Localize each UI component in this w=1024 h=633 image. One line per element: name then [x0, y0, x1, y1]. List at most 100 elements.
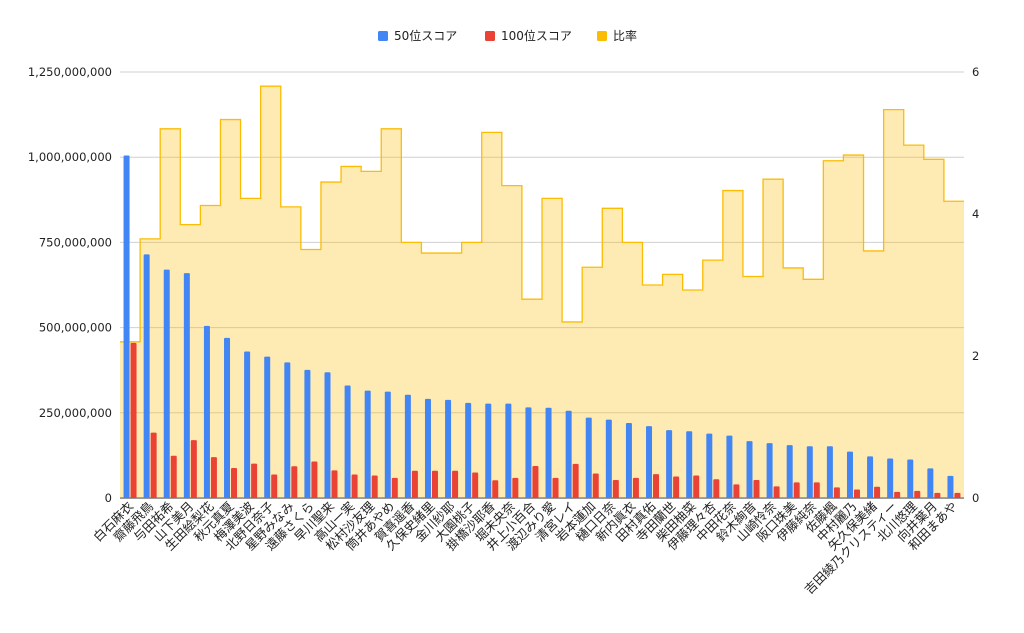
legend-swatch	[597, 31, 607, 41]
bars	[123, 155, 961, 498]
y-tick-label: 500,000,000	[39, 321, 112, 335]
bar-100-score	[693, 475, 700, 498]
bar-50-score	[224, 337, 231, 498]
legend: 50位スコア 100位スコア 比率	[378, 28, 637, 43]
bar-100-score	[954, 492, 961, 498]
bar-50-score	[424, 398, 431, 498]
legend-label: 50位スコア	[394, 28, 457, 43]
bar-50-score	[706, 433, 713, 498]
bar-50-score	[826, 446, 833, 498]
bar-50-score	[465, 402, 472, 498]
bar-100-score	[452, 470, 459, 498]
bar-50-score	[244, 351, 251, 498]
bar-100-score	[914, 490, 921, 498]
bar-50-score	[264, 356, 271, 498]
bar-50-score	[545, 407, 552, 498]
bar-50-score	[806, 446, 813, 498]
y-tick-label: 0	[105, 491, 112, 505]
bar-100-score	[271, 474, 278, 498]
bar-100-score	[291, 466, 298, 498]
bar-50-score	[163, 269, 170, 498]
bar-50-score	[203, 325, 210, 498]
bar-100-score	[653, 474, 660, 498]
x-axis-categories: 白石麻衣齋藤飛鳥与田祐希山下美月生田絵梨花秋元真夏梅澤美波北野日奈子星野みなみ遠…	[90, 498, 960, 597]
ratio-area	[120, 85, 964, 498]
bar-100-score	[331, 470, 338, 498]
bar-100-score	[572, 463, 579, 498]
bar-50-score	[364, 390, 371, 498]
bar-50-score	[384, 391, 391, 498]
bar-50-score	[786, 445, 793, 498]
bar-100-score	[130, 342, 137, 498]
bar-100-score	[733, 484, 740, 498]
bar-50-score	[867, 456, 874, 498]
y2-tick-label: 4	[972, 207, 979, 221]
bar-100-score	[190, 440, 197, 498]
bar-100-score	[251, 463, 258, 498]
bar-100-score	[231, 468, 238, 498]
bar-100-score	[894, 491, 901, 498]
bar-50-score	[304, 369, 311, 498]
bar-50-score	[485, 403, 492, 498]
bar-100-score	[753, 479, 760, 498]
bar-50-score	[686, 431, 693, 498]
bar-50-score	[746, 441, 753, 498]
bar-50-score	[445, 399, 452, 498]
bar-100-score	[713, 479, 720, 498]
bar-100-score	[632, 477, 639, 498]
bar-100-score	[371, 475, 378, 498]
legend-swatch	[485, 31, 495, 41]
bar-50-score	[143, 254, 150, 498]
bar-50-score	[565, 410, 572, 498]
legend-label: 100位スコア	[501, 28, 572, 43]
bar-50-score	[324, 372, 331, 498]
bar-100-score	[833, 487, 840, 498]
bar-50-score	[625, 423, 632, 498]
bar-50-score	[404, 394, 411, 498]
bar-100-score	[492, 480, 499, 498]
bar-50-score	[947, 475, 954, 498]
bar-50-score	[284, 362, 291, 498]
bar-50-score	[344, 385, 351, 498]
y2-tick-label: 2	[972, 349, 979, 363]
bar-100-score	[673, 476, 680, 498]
bar-50-score	[846, 451, 853, 498]
bar-50-score	[505, 403, 512, 498]
y-tick-label: 1,000,000,000	[28, 150, 112, 164]
bar-100-score	[411, 470, 418, 498]
y2-tick-label: 0	[972, 491, 979, 505]
y-tick-label: 1,250,000,000	[28, 65, 112, 79]
bar-100-score	[934, 492, 941, 498]
bar-50-score	[766, 443, 773, 498]
y-axis-right: 0 2 4 6	[972, 65, 979, 505]
bar-100-score	[210, 457, 217, 498]
bar-100-score	[552, 477, 559, 498]
bar-100-score	[391, 477, 398, 498]
ratio-line	[120, 85, 964, 343]
y-tick-label: 750,000,000	[39, 235, 112, 249]
bar-100-score	[472, 472, 479, 498]
bar-100-score	[431, 470, 438, 498]
y-tick-label: 250,000,000	[39, 406, 112, 420]
bar-100-score	[170, 455, 177, 498]
bar-50-score	[887, 458, 894, 498]
bar-100-score	[853, 489, 860, 498]
bar-100-score	[150, 432, 157, 498]
bar-50-score	[183, 273, 190, 498]
bar-100-score	[612, 479, 619, 498]
legend-label: 比率	[613, 28, 637, 43]
y-axis-left: 0 250,000,000 500,000,000 750,000,000 1,000,…	[28, 65, 112, 505]
bar-50-score	[666, 430, 673, 498]
bar-50-score	[646, 426, 653, 498]
bar-50-score	[927, 468, 934, 498]
bar-50-score	[726, 435, 733, 498]
bar-100-score	[592, 473, 599, 498]
bar-50-score	[605, 419, 612, 498]
bar-100-score	[773, 486, 780, 498]
bar-100-score	[874, 486, 881, 498]
bar-50-score	[907, 459, 914, 498]
bar-100-score	[813, 482, 820, 498]
bar-50-score	[525, 407, 532, 498]
bar-100-score	[532, 465, 539, 498]
